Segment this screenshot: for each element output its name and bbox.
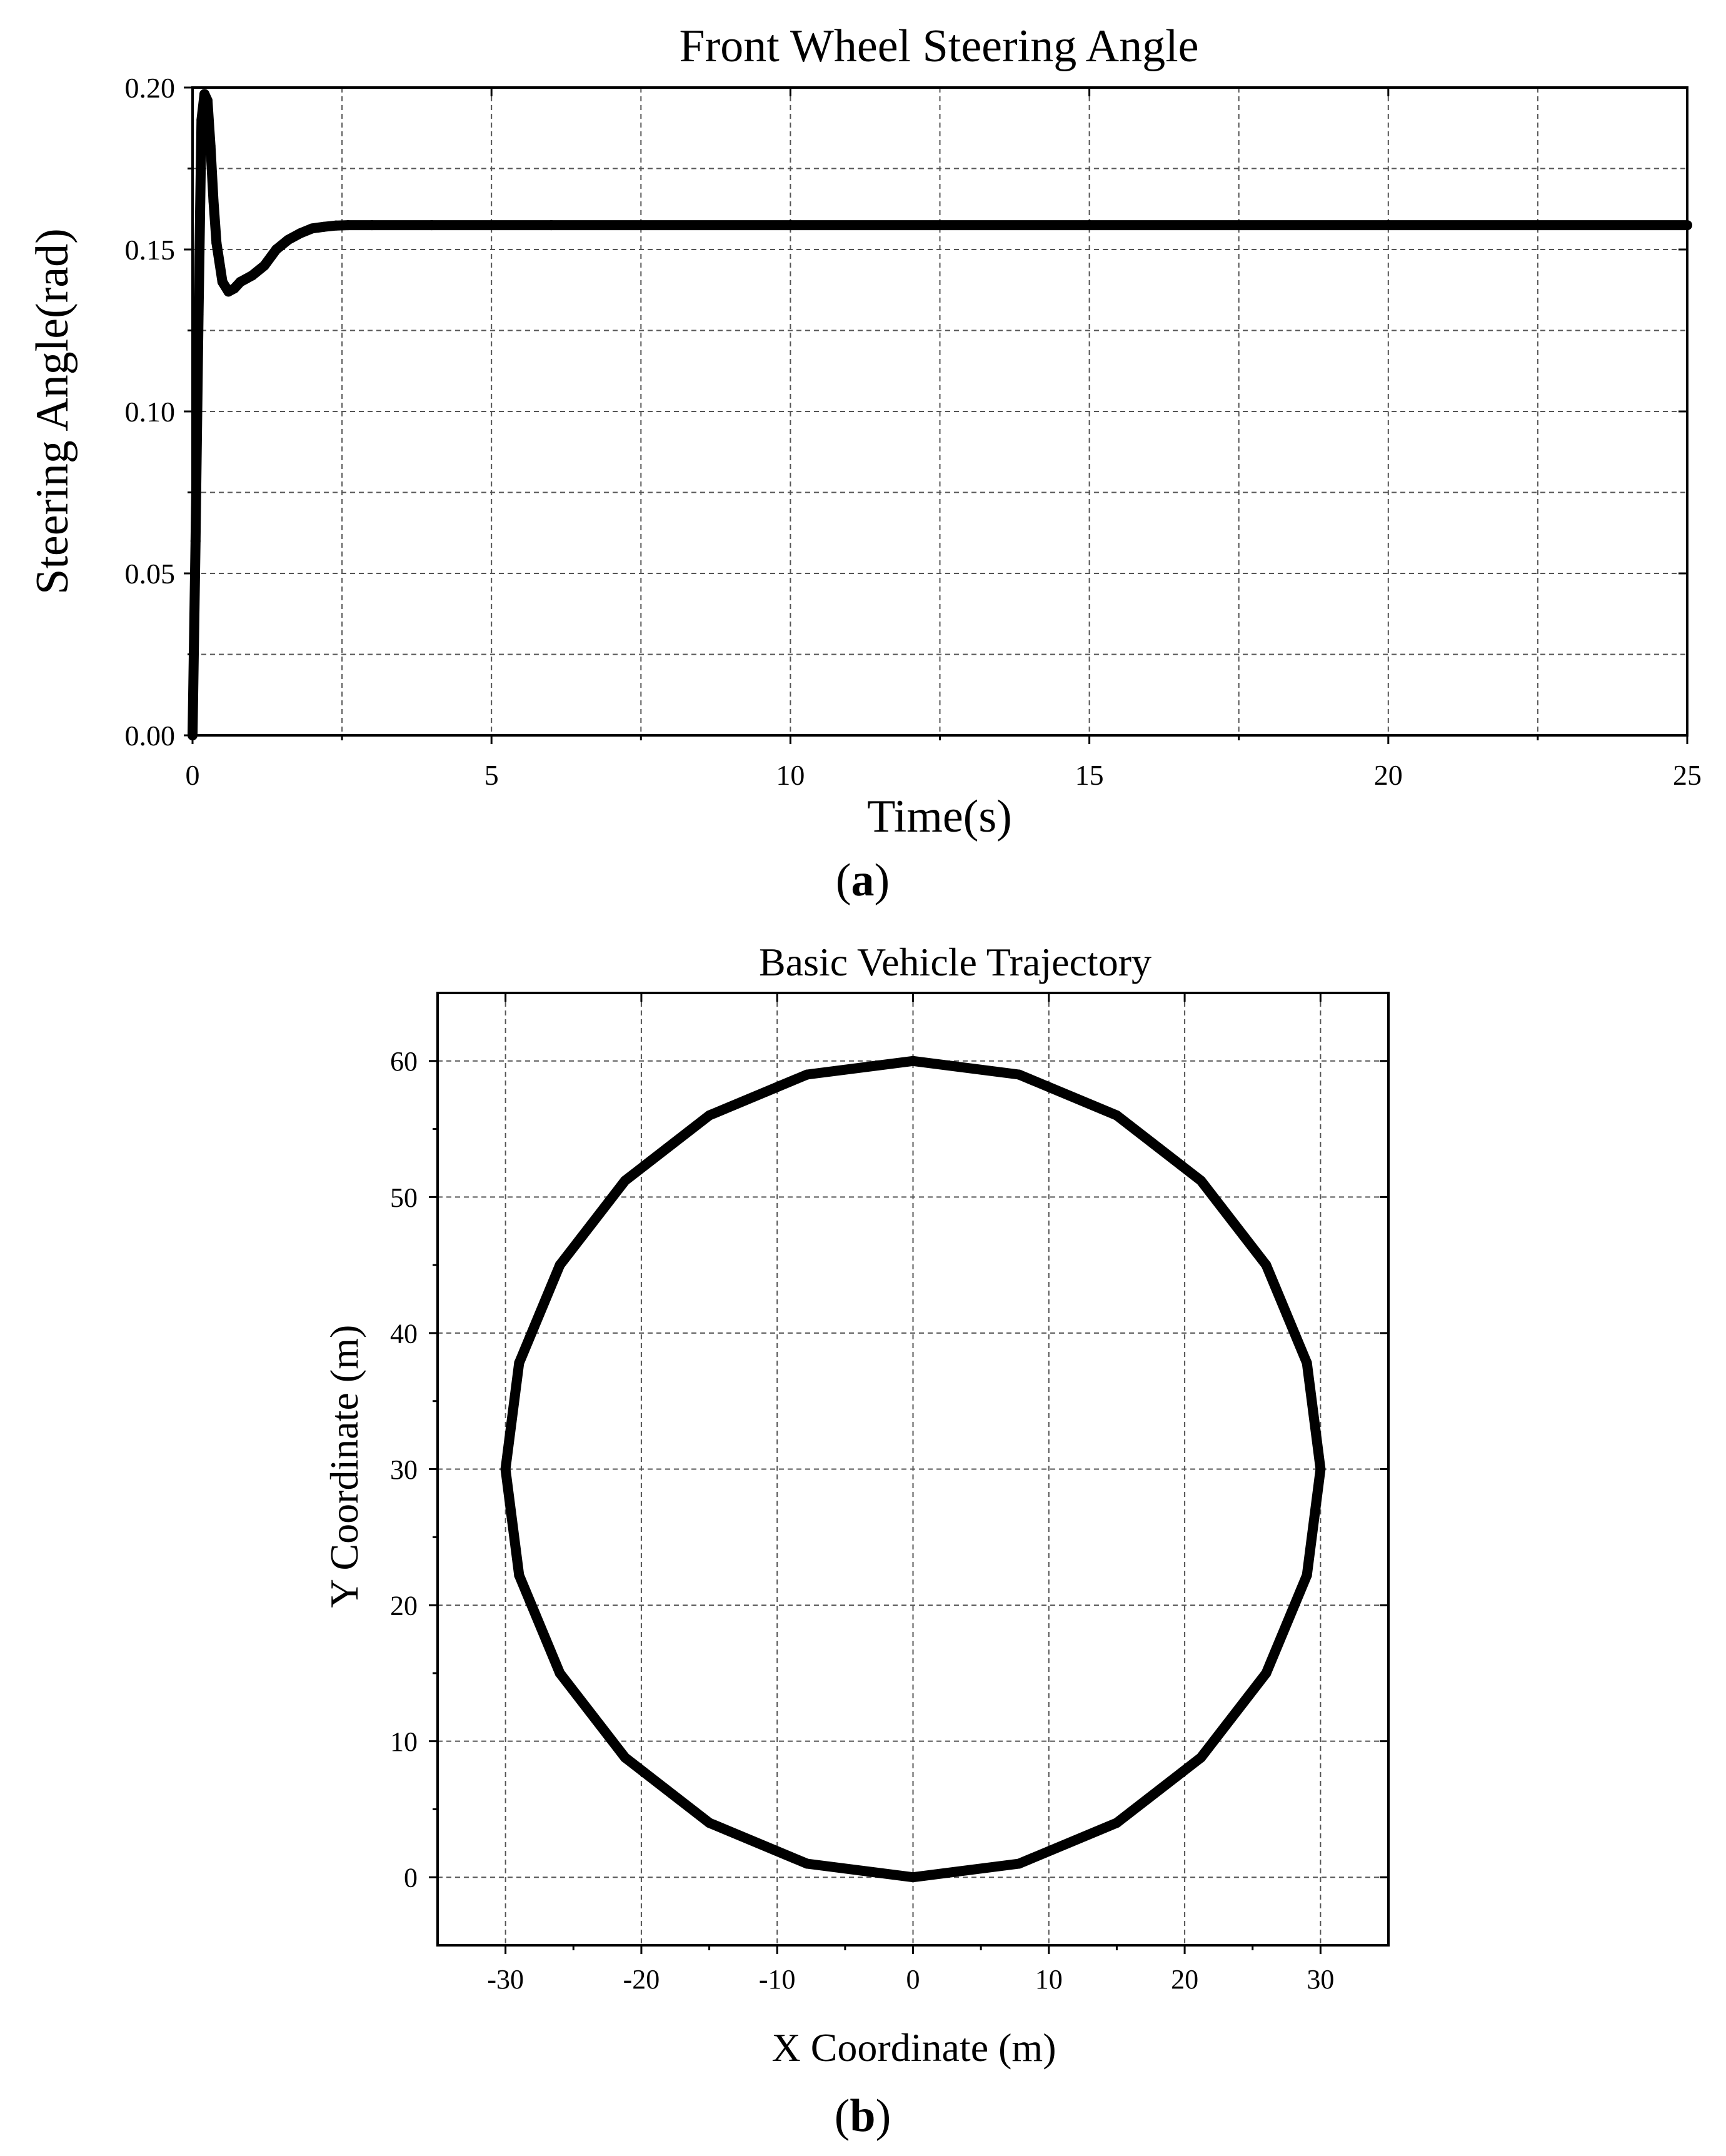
panel-letter: a [851, 855, 875, 906]
y-tick-label: 50 [390, 1182, 418, 1213]
panel-caption: (b) [835, 2090, 891, 2142]
data-point [229, 283, 239, 294]
data-point [802, 1858, 813, 1869]
data-point [554, 1260, 565, 1271]
data-point [1196, 1176, 1207, 1186]
x-tick-label: -10 [759, 1964, 796, 1995]
y-tick-label: 0.15 [125, 234, 176, 266]
data-point [1315, 1464, 1326, 1474]
x-tick-label: 10 [1035, 1964, 1063, 1995]
x-axis-label: X Coordinate (m) [772, 2025, 1056, 2070]
data-point [908, 1872, 918, 1883]
x-tick-label: 25 [1673, 759, 1702, 791]
y-axis-ticks: 0 10 20 30 40 50 60 [390, 1046, 1388, 1893]
y-axis-label: Steering Angle(rad) [27, 228, 78, 595]
data-point [1013, 1858, 1024, 1869]
data-point [188, 730, 198, 740]
data-point [202, 95, 213, 106]
data-points [188, 89, 1692, 740]
y-axis-ticks: 0.00 0.05 0.10 0.15 0.20 [125, 72, 1687, 752]
data-points [500, 1055, 1326, 1883]
y-tick-label: 10 [390, 1726, 418, 1757]
data-point [1302, 1570, 1312, 1581]
x-tick-label: -20 [623, 1964, 660, 1995]
data-point [546, 220, 556, 231]
data-point [259, 260, 269, 271]
data-point [426, 220, 437, 231]
data-point [554, 1668, 565, 1678]
data-point [1261, 1668, 1272, 1678]
x-tick-label: 20 [1374, 759, 1403, 791]
data-point [620, 1752, 630, 1763]
data-point [247, 270, 258, 281]
y-tick-label: 30 [390, 1454, 418, 1485]
x-tick-label: 0 [906, 1964, 920, 1995]
x-tick-label: -30 [487, 1964, 524, 1995]
data-point [271, 244, 281, 254]
data-point [1302, 1358, 1312, 1368]
chart-title: Front Wheel Steering Angle [680, 21, 1199, 72]
data-point [1196, 1752, 1207, 1763]
y-tick-label: 0.20 [125, 72, 176, 104]
data-point [307, 223, 318, 234]
data-point [217, 276, 228, 287]
y-tick-label: 60 [390, 1046, 418, 1077]
data-point [514, 1358, 524, 1368]
vehicle-trajectory-chart: Basic Vehicle Trajectory -30 -20 -10 0 10 20 3… [322, 940, 1390, 2142]
minor-tick-marks [433, 1128, 1254, 1950]
x-axis-ticks: 0 5 10 15 20 25 [186, 88, 1702, 791]
data-point [366, 220, 377, 231]
data-point [193, 309, 204, 320]
x-tick-label: 0 [186, 759, 200, 791]
data-point [1013, 1069, 1024, 1080]
data-point [620, 1176, 630, 1186]
data-point [295, 228, 306, 239]
data-point [319, 221, 329, 232]
y-tick-label: 0 [404, 1863, 418, 1893]
data-point [514, 1570, 524, 1581]
y-axis-label: Y Coordinate (m) [322, 1325, 366, 1608]
data-point [704, 1110, 715, 1121]
x-tick-label: 30 [1307, 1964, 1334, 1995]
data-point [205, 141, 216, 151]
x-axis-label: Time(s) [867, 791, 1012, 842]
data-point [196, 114, 207, 125]
data-point [785, 220, 796, 231]
data-point [802, 1069, 813, 1080]
panel-caption: (a) [836, 855, 890, 906]
y-tick-label: 0.10 [125, 396, 176, 428]
data-point [208, 196, 219, 206]
grid [438, 993, 1388, 1945]
data-point [1261, 1260, 1272, 1271]
chart-title: Basic Vehicle Trajectory [759, 940, 1152, 984]
grid [193, 88, 1687, 735]
data-point [190, 536, 201, 547]
x-tick-label: 5 [484, 759, 499, 791]
data-point [1084, 220, 1095, 231]
data-point [1111, 1818, 1122, 1828]
panel-letter: b [850, 2090, 875, 2142]
data-point [331, 220, 341, 231]
steering-angle-chart: Front Wheel Steering Angle 0 5 10 15 20 25 0.… [27, 21, 1702, 906]
data-point [500, 1464, 511, 1474]
x-tick-label: 10 [776, 759, 805, 791]
data-point [283, 234, 294, 245]
data-point [343, 220, 353, 231]
x-tick-label: 20 [1171, 1964, 1198, 1995]
y-tick-label: 0.00 [125, 720, 176, 752]
y-tick-label: 40 [390, 1318, 418, 1349]
data-point [908, 1055, 918, 1066]
data-point [211, 238, 222, 248]
x-tick-label: 15 [1075, 759, 1104, 791]
data-point [1682, 220, 1692, 231]
y-tick-label: 20 [390, 1590, 418, 1621]
x-axis-ticks: -30 -20 -10 0 10 20 30 [487, 993, 1334, 1995]
y-tick-label: 0.05 [125, 558, 176, 590]
data-point [1383, 220, 1393, 231]
data-point [704, 1818, 715, 1828]
data-point [1111, 1110, 1122, 1121]
